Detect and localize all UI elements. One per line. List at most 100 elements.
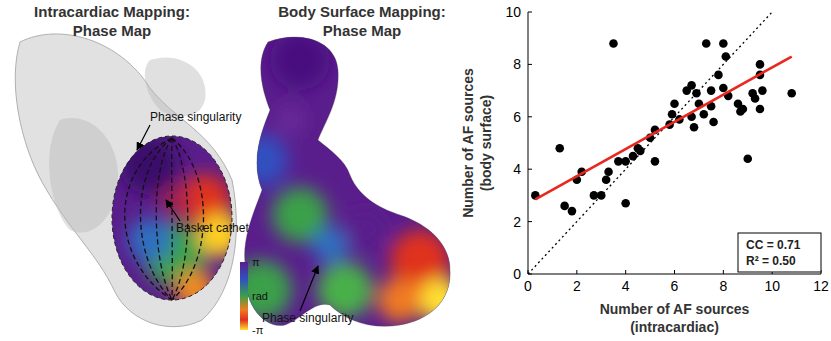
map-subtitle: Phase Map (323, 22, 401, 39)
colorbar-label: π (252, 256, 260, 268)
point (590, 191, 599, 200)
y-tick (528, 12, 532, 13)
basket-spline (156, 138, 172, 300)
x-tick-label: 6 (671, 278, 679, 294)
phase-blob (345, 210, 385, 250)
annotation: CC = 0.71 (746, 238, 801, 252)
point (614, 157, 623, 166)
arrow (166, 200, 180, 221)
point (690, 123, 699, 132)
y-tick (528, 169, 532, 170)
colorbar (240, 262, 248, 330)
x-tick-label: 2 (573, 278, 581, 294)
x-tick (723, 270, 724, 274)
phase-blobs (232, 30, 462, 322)
x-tick (625, 270, 626, 274)
y-tick-label: 2 (513, 214, 521, 230)
y-tick-label: 6 (513, 109, 521, 125)
x-tick-label: 0 (524, 278, 532, 294)
point (707, 86, 716, 95)
x-label: (intracardiac) (630, 319, 719, 335)
point (568, 207, 577, 216)
colorbar-label: rad (252, 290, 268, 302)
phase-blob (276, 106, 304, 134)
y-tick-label: 0 (513, 266, 521, 282)
map-subtitle: Phase Map (73, 22, 151, 39)
point (719, 39, 728, 48)
x-tick-label: 8 (719, 278, 727, 294)
phase-blob (236, 134, 288, 186)
point (609, 39, 618, 48)
point (709, 118, 718, 127)
point (560, 202, 569, 211)
phase-blob (317, 262, 373, 318)
point (743, 154, 752, 163)
annotation: R² = 0.50 (746, 254, 796, 268)
basket-spline (140, 138, 172, 300)
point (739, 105, 748, 114)
atrium-silhouette (15, 34, 236, 327)
x-tick-label: 12 (813, 278, 829, 294)
point (700, 110, 709, 119)
atrium-lobe (49, 118, 118, 232)
phase-fill (100, 130, 250, 310)
basket-spline (172, 138, 204, 300)
basket-outline (112, 136, 232, 300)
y-label: (body surface) (478, 95, 494, 191)
x-tick (674, 270, 675, 274)
basket-spline (172, 138, 188, 300)
point (597, 191, 606, 200)
point (602, 175, 611, 184)
x-tick (576, 270, 577, 274)
phase-blob (160, 185, 190, 215)
y-axis (528, 12, 529, 274)
intracardiac-map (15, 34, 250, 327)
point (629, 152, 638, 161)
phase-blob (198, 213, 242, 257)
point (670, 99, 679, 108)
arrow (300, 266, 318, 311)
point (758, 86, 767, 95)
phase-blob (312, 227, 348, 263)
point (719, 84, 728, 93)
x-label: Number of AF sources (600, 301, 750, 317)
map-title: Intracardiac Mapping: (34, 3, 190, 20)
fit-line (535, 57, 791, 200)
colorbar-label: -π (252, 324, 264, 336)
body-surface-map (230, 30, 462, 340)
y-tick-label: 4 (513, 161, 521, 177)
basket-spline (171, 138, 173, 300)
annotation: Phase singularity (150, 110, 241, 124)
annotation: Basket catheter (176, 221, 259, 235)
point (692, 89, 701, 98)
point (687, 81, 696, 90)
basket-phase (100, 130, 250, 310)
y-tick-label: 10 (505, 4, 521, 20)
point (787, 89, 796, 98)
y-tick (528, 64, 532, 65)
phase-blob (128, 218, 172, 262)
phase-blob (378, 278, 422, 322)
axes: 0246810120246810 (505, 4, 829, 294)
atrium-lobe (145, 57, 206, 116)
point (702, 39, 711, 48)
heart-phase (230, 30, 462, 340)
identity-line (528, 12, 772, 274)
point (721, 52, 730, 61)
annotation: Phase singularity (262, 311, 353, 325)
point (636, 147, 645, 156)
point (668, 110, 677, 119)
map-title: Body Surface Mapping: (278, 3, 446, 20)
x-tick-label: 4 (622, 278, 630, 294)
arrow (137, 125, 150, 150)
point (751, 94, 760, 103)
phase-blob (418, 278, 462, 322)
heart-outline (245, 37, 451, 326)
point (714, 71, 723, 80)
y-label: Number of AF sources (460, 68, 476, 218)
point (621, 199, 630, 208)
point (604, 168, 613, 177)
y-tick (528, 116, 532, 117)
y-tick-label: 8 (513, 56, 521, 72)
point (756, 60, 765, 69)
